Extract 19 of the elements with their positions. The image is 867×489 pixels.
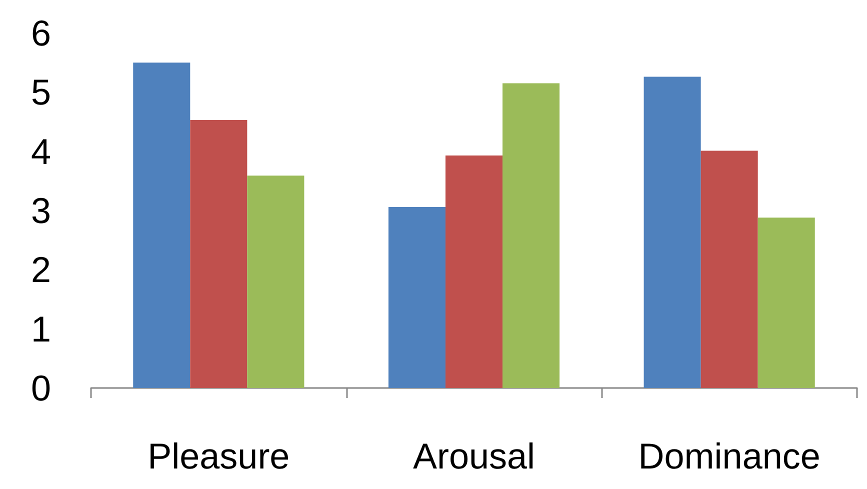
y-tick-label: 3 xyxy=(30,190,51,231)
bar xyxy=(644,76,701,388)
bar xyxy=(133,62,190,388)
bar xyxy=(247,176,304,388)
y-tick-label: 0 xyxy=(30,368,51,408)
y-tick-label: 4 xyxy=(30,130,51,172)
bar xyxy=(190,120,248,388)
bar xyxy=(758,218,815,388)
bar xyxy=(388,206,446,388)
bar xyxy=(445,155,503,388)
y-tick-label: 1 xyxy=(30,308,51,350)
bar xyxy=(502,83,560,388)
y-tick-label: 5 xyxy=(30,72,51,113)
y-tick-label: 2 xyxy=(30,249,51,290)
x-tick-label: Dominance xyxy=(638,436,820,476)
y-tick-label: 6 xyxy=(30,12,51,54)
x-tick-label: Arousal xyxy=(412,436,536,476)
bar xyxy=(700,150,758,388)
x-tick-label: Pleasure xyxy=(148,436,290,476)
